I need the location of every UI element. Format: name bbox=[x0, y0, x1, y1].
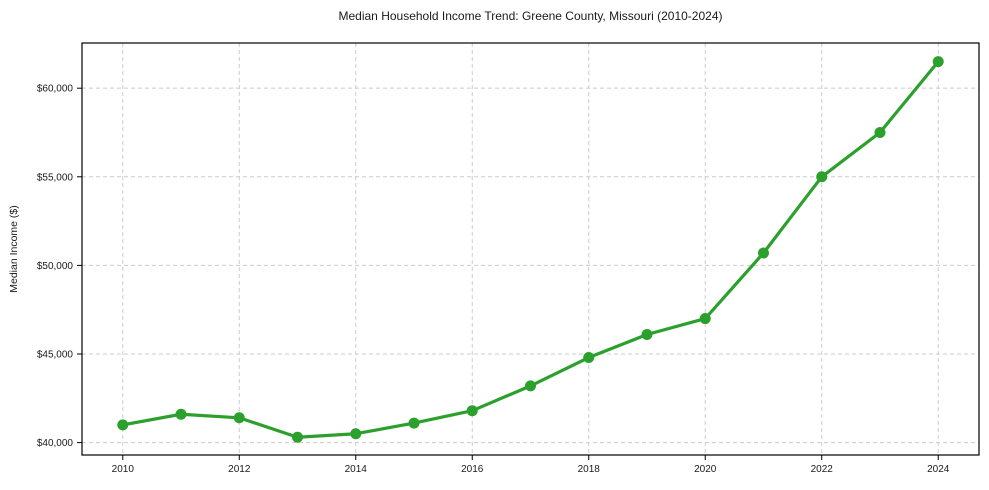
x-tick-label: 2010 bbox=[112, 464, 135, 475]
data-point-2014 bbox=[350, 428, 362, 440]
y-tick-label: $55,000 bbox=[37, 172, 74, 183]
x-tick-label: 2012 bbox=[228, 464, 251, 475]
x-tick-label: 2016 bbox=[461, 464, 484, 475]
data-point-2020 bbox=[699, 313, 711, 325]
y-tick-label: $50,000 bbox=[37, 261, 74, 272]
data-point-2010 bbox=[117, 419, 129, 431]
data-point-2022 bbox=[816, 171, 828, 183]
data-point-2024 bbox=[932, 56, 944, 68]
x-tick-label: 2018 bbox=[578, 464, 601, 475]
chart-title: Median Household Income Trend: Greene Co… bbox=[338, 9, 723, 23]
y-tick-label: $60,000 bbox=[37, 84, 74, 95]
data-point-2015 bbox=[408, 417, 420, 429]
data-point-2011 bbox=[175, 408, 187, 420]
data-point-2013 bbox=[292, 431, 304, 443]
data-point-2018 bbox=[583, 352, 595, 364]
plot-border bbox=[81, 42, 980, 456]
data-point-2016 bbox=[466, 405, 478, 417]
data-point-2019 bbox=[641, 329, 653, 341]
x-tick-label: 2022 bbox=[811, 464, 834, 475]
y-tick-label: $45,000 bbox=[37, 349, 74, 360]
data-point-2012 bbox=[233, 412, 245, 424]
y-tick-label: $40,000 bbox=[37, 438, 74, 449]
x-tick-label: 2024 bbox=[927, 464, 950, 475]
x-tick-label: 2020 bbox=[694, 464, 717, 475]
data-point-2017 bbox=[525, 380, 536, 392]
data-point-2023 bbox=[874, 126, 886, 138]
data-point-2021 bbox=[757, 247, 769, 259]
x-tick-label: 2014 bbox=[345, 464, 368, 475]
